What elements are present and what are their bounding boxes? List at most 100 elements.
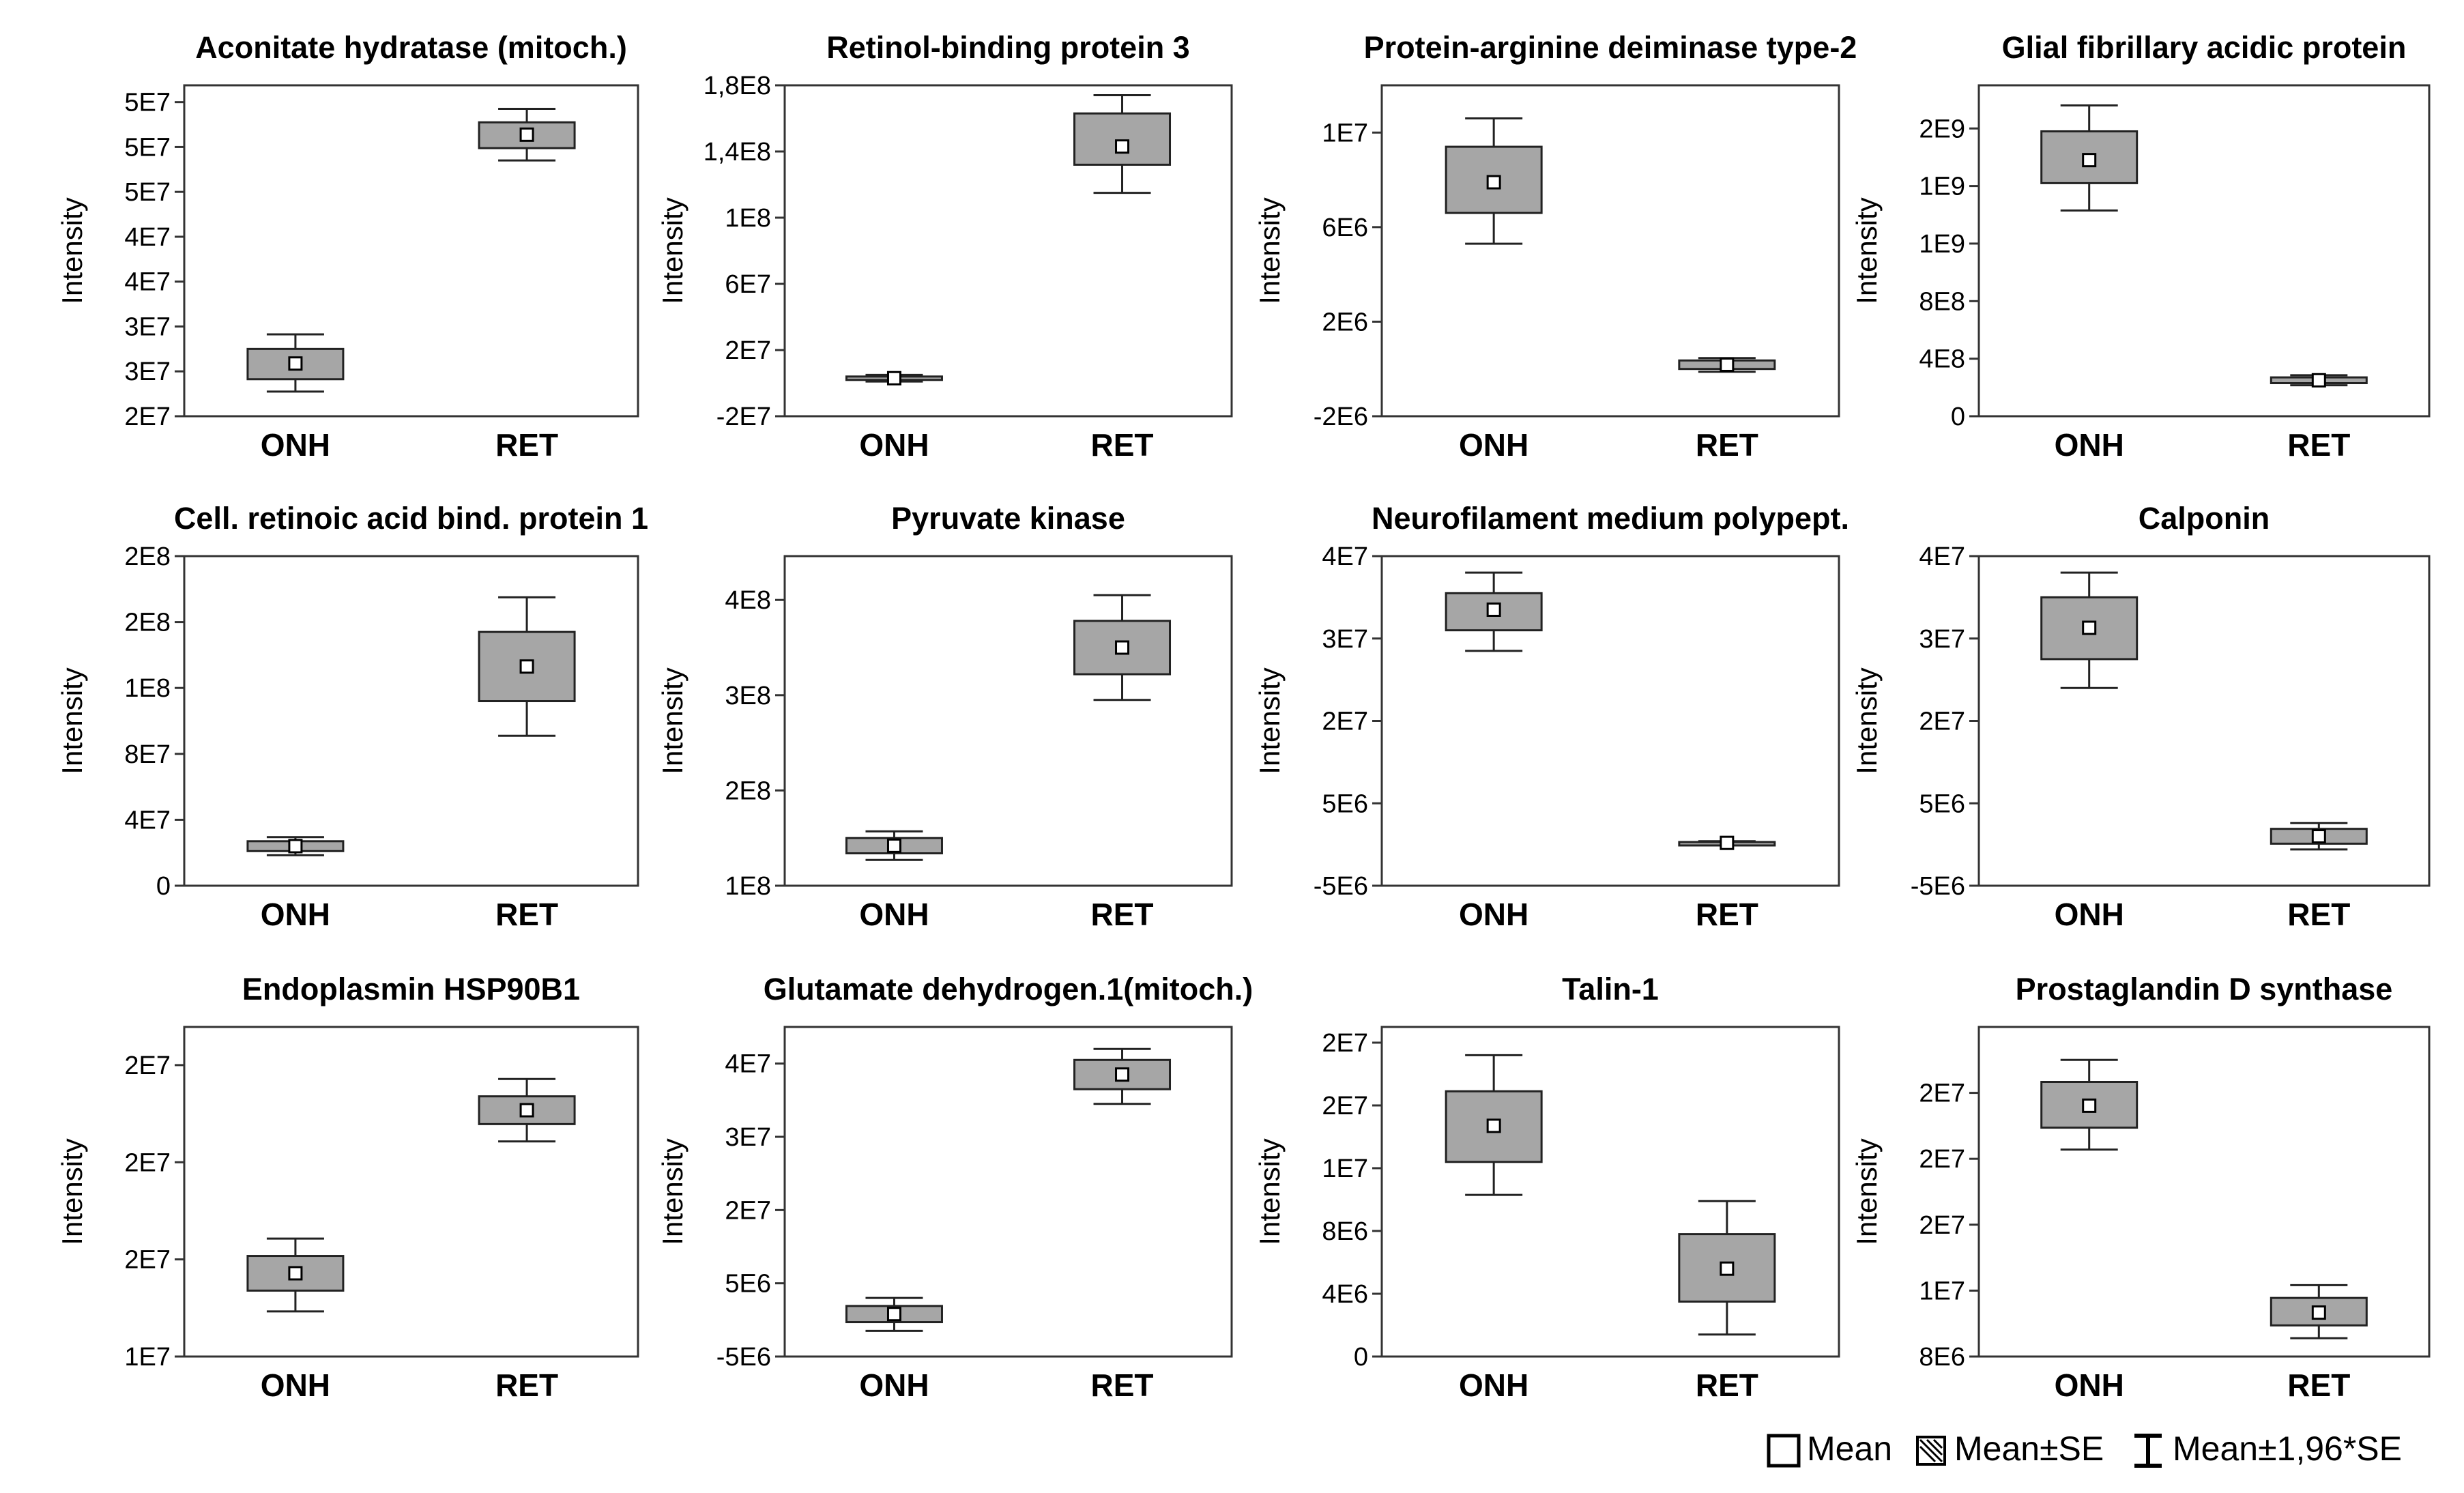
- mean-marker: [1115, 1067, 1130, 1082]
- y-tick-label: 2E7: [124, 1148, 171, 1177]
- y-axis-label: Intensity: [1253, 1138, 1286, 1245]
- x-category-label: ONH: [859, 1367, 929, 1403]
- box-ret: [1678, 1200, 1776, 1336]
- chart-panel-2: Retinol-binding protein 3 -2E7 2E7 6E7 1E8 1,…: [656, 30, 1233, 463]
- mean-marker: [1486, 175, 1501, 190]
- y-tick-label: 0: [156, 872, 171, 901]
- y-tick-label: 4E8: [1919, 345, 1965, 374]
- chart-title: Protein-arginine deiminase type-2: [1364, 30, 1857, 65]
- y-tick-label: 5E7: [124, 133, 171, 162]
- y-tick-label: 2E9: [1919, 115, 1965, 143]
- x-category-label: ONH: [261, 1367, 330, 1403]
- x-category-label: ONH: [261, 897, 330, 932]
- y-tick-label: -2E6: [1314, 403, 1368, 431]
- mean-marker: [288, 356, 303, 371]
- y-tick-label: 8E8: [1919, 287, 1965, 316]
- y-tick-label: 1E7: [124, 1343, 171, 1372]
- chart-panel-8: Calponin -5E6 5E6 2E7 3E7 4E7 Intensity ONH RET: [1851, 501, 2431, 932]
- y-tick-label: 0: [1951, 403, 1965, 431]
- x-category-label: ONH: [1459, 897, 1528, 932]
- chart-panel-3: Protein-arginine deiminase type-2 -2E6 2E6…: [1253, 30, 1857, 463]
- box-ret: [1073, 594, 1172, 701]
- x-category-label: RET: [1696, 1367, 1758, 1403]
- chart-title: Aconitate hydratase (mitoch.): [195, 30, 627, 65]
- legend-ci-symbol: [2134, 1434, 2162, 1468]
- y-tick-label: -5E6: [1911, 872, 1965, 901]
- legend-se-label: Mean±SE: [1954, 1430, 2104, 1468]
- x-category-label: ONH: [261, 427, 330, 463]
- y-tick-label: -2E7: [716, 403, 771, 431]
- y-tick-label: 4E7: [124, 268, 171, 297]
- y-axis-label: Intensity: [656, 197, 689, 304]
- y-tick-label: 2E7: [1322, 708, 1368, 736]
- mean-marker: [886, 1307, 901, 1322]
- y-axis-label: Intensity: [56, 667, 88, 774]
- box-ret: [2270, 373, 2368, 388]
- mean-marker: [2082, 1098, 2097, 1113]
- y-tick-label: 4E7: [124, 223, 171, 252]
- se-box: [1073, 620, 1172, 676]
- x-category-label: RET: [495, 1367, 558, 1403]
- y-tick-label: 2E7: [1322, 1029, 1368, 1058]
- box-onh: [1445, 1054, 1543, 1196]
- x-category-label: ONH: [859, 427, 929, 463]
- x-category-label: ONH: [2055, 427, 2124, 463]
- plot-frame: [783, 555, 1233, 887]
- chart-panel-7: Neurofilament medium polypept. -5E6 5E6 2E7…: [1253, 501, 1849, 932]
- legend-mean-label: Mean: [1807, 1430, 1892, 1468]
- y-tick-label: 2E7: [1919, 1145, 1965, 1174]
- mean-marker: [1486, 1118, 1501, 1133]
- x-category-label: RET: [1696, 897, 1758, 932]
- x-category-label: RET: [1696, 427, 1758, 463]
- mean-marker: [1720, 1261, 1735, 1276]
- y-tick-label: 5E6: [1322, 789, 1368, 818]
- mean-marker: [1486, 602, 1501, 617]
- chart-title: Prostaglandin D synthase: [2016, 972, 2393, 1006]
- box-onh: [1445, 117, 1543, 245]
- y-axis-label: Intensity: [56, 1138, 88, 1245]
- box-onh: [1445, 571, 1543, 652]
- y-tick-label: 1E7: [1919, 1277, 1965, 1305]
- box-ret: [1678, 835, 1776, 850]
- chart-panel-12: Prostaglandin D synthase 8E6 1E7 2E7 2E7 2E7 I…: [1851, 972, 2431, 1403]
- chart-panel-1: Aconitate hydratase (mitoch.) 2E7 3E7 3E7 4E…: [56, 30, 639, 463]
- y-tick-label: 2E8: [124, 609, 171, 637]
- x-category-label: ONH: [2055, 1367, 2124, 1403]
- y-tick-label: 1E8: [124, 674, 171, 703]
- mean-marker: [2082, 153, 2097, 168]
- box-ret: [2270, 822, 2368, 851]
- y-tick-label: 2E7: [1919, 708, 1965, 736]
- y-tick-label: 8E6: [1322, 1217, 1368, 1246]
- x-category-label: RET: [2287, 427, 2350, 463]
- y-tick-label: 2E7: [124, 403, 171, 431]
- box-ret: [1678, 357, 1776, 373]
- legend-se-symbol: [1916, 1436, 1946, 1466]
- box-onh: [246, 1237, 345, 1313]
- chart-title: Cell. retinoic acid bind. protein 1: [174, 501, 648, 536]
- y-tick-label: 1E8: [725, 872, 771, 901]
- box-onh: [2040, 1058, 2139, 1151]
- box-onh: [845, 371, 943, 386]
- y-tick-label: 4E6: [1322, 1280, 1368, 1309]
- y-tick-label: 4E7: [725, 1050, 771, 1079]
- box-onh: [845, 830, 943, 861]
- y-tick-label: 1E9: [1919, 173, 1965, 201]
- chart-title: Calponin: [2139, 501, 2270, 536]
- box-onh: [246, 836, 345, 856]
- y-axis-label: Intensity: [1253, 667, 1286, 774]
- x-category-label: RET: [1091, 427, 1154, 463]
- y-tick-label: 3E7: [725, 1123, 771, 1152]
- chart-grid: Aconitate hydratase (mitoch.) 2E7 3E7 3E7 4E…: [56, 30, 2431, 1403]
- box-ret: [1073, 94, 1172, 194]
- x-category-label: RET: [495, 897, 558, 932]
- chart-panel-10: Glutamate dehydrogen.1(mitoch.) -5E6 5E6 2E…: [656, 972, 1253, 1403]
- legend-mean-symbol: [1767, 1434, 1801, 1468]
- y-tick-label: 5E6: [1919, 789, 1965, 818]
- plot-frame: [1380, 1026, 1840, 1358]
- y-tick-label: 1,8E8: [704, 72, 771, 100]
- mean-marker: [1720, 357, 1735, 372]
- chart-panel-6: Pyruvate kinase 1E8 2E8 3E8 4E8 Intensity ONH R…: [656, 501, 1233, 932]
- mean-marker: [2311, 1305, 2326, 1320]
- chart-panel-9: Endoplasmin HSP90B1 1E7 2E7 2E7 2E7 Intensity…: [56, 972, 639, 1403]
- y-tick-label: -5E6: [1314, 872, 1368, 901]
